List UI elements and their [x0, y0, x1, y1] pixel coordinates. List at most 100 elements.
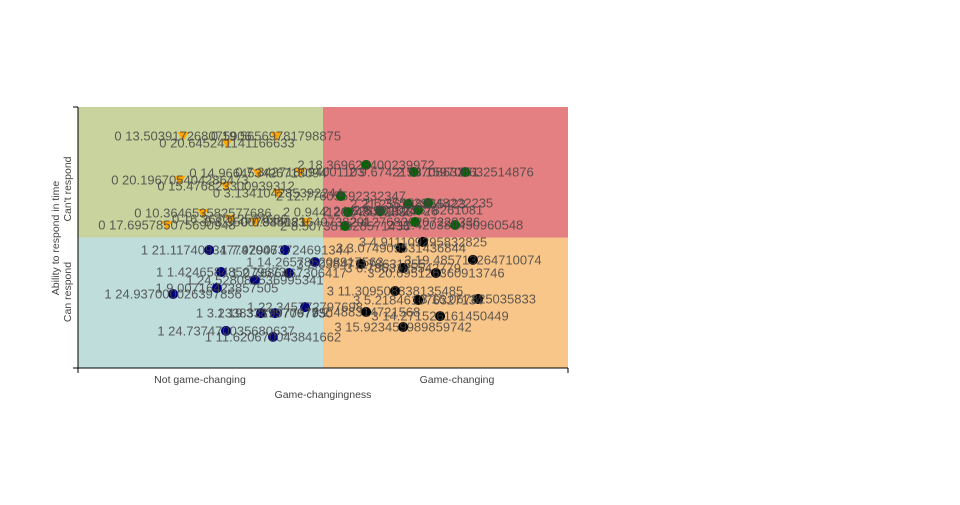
scatter-markers — [161, 132, 484, 342]
scatter-marker-2-0 — [361, 159, 372, 170]
x-tick-label-game-changing: Game-changing — [420, 374, 495, 386]
scatter-marker-2-10 — [340, 221, 351, 231]
scatter-point-label-2-3: 2 12.77605592332347 — [276, 189, 406, 204]
scatter-marker-3-7 — [413, 295, 424, 305]
y-axis-title: Ability to respond in time — [50, 181, 62, 296]
x-axis: Not game-changing Game-changing Game-cha… — [77, 367, 569, 401]
scatter-marker-0-9 — [224, 215, 236, 225]
x-tick-label-not-game-changing: Not game-changing — [154, 374, 246, 386]
scatter-point-label-2-1: 2 9.674215970863251 — [349, 165, 479, 180]
scatter-marker-1-11 — [221, 325, 231, 336]
scatter-point-label-3-10: 3 14.271526161450449 — [371, 309, 508, 324]
scatter-marker-0-4 — [294, 168, 306, 178]
scatter-marker-0-1 — [270, 132, 282, 142]
scatter-point-label-2-6: 2 24.525582524726 — [322, 204, 438, 219]
quadrant-backgrounds — [78, 107, 568, 368]
scatter-marker-2-3 — [335, 191, 346, 201]
y-axis: Can't respond Can respond Ability to res… — [50, 106, 79, 369]
scatter-point-label-0-3: 0 14.966453426718094 — [189, 166, 326, 181]
scatter-marker-1-10 — [270, 308, 280, 319]
scatter-marker-0-5 — [174, 175, 186, 186]
scatter-point-label-1-5: 1 24.528082536995341 — [186, 273, 323, 288]
scatter-point-label-1-11: 1 24.737470035680637 — [157, 323, 294, 338]
scatter-point-label-3-8: 3 16.067825035833 — [420, 292, 536, 307]
quadrant-top-right — [323, 107, 568, 238]
scatter-point-label-2-8: 2 8.891025578261081 — [353, 203, 483, 218]
scatter-point-label-2-0: 2 18.369623400239972 — [297, 157, 434, 172]
scatter-marker-1-6 — [211, 283, 222, 293]
quadrant-bottom-left — [78, 237, 323, 368]
scatter-point-label-3-7: 3 5.218461076327134 — [353, 293, 483, 308]
scatter-point-label-3-0: 3 4.911109295832825 — [359, 234, 487, 249]
scatter-marker-3-0 — [418, 236, 428, 247]
scatter-point-label-0-11: 0 8.35007835083 — [204, 215, 305, 230]
scatter-point-label-1-12: 1 11.620670043841662 — [205, 329, 341, 344]
scatter-marker-0-11 — [249, 218, 261, 228]
scatter-marker-2-11 — [450, 220, 461, 230]
scatter-marker-1-2 — [309, 257, 320, 267]
scatter-point-label-3-3: 3 2.038471178631355 — [296, 257, 425, 272]
scatter-marker-1-5 — [249, 275, 260, 285]
x-axis-title: Game-changingness — [275, 389, 372, 401]
scatter-marker-0-2 — [221, 139, 233, 149]
scatter-point-label-1-6: 1 9.00716423857505 — [155, 281, 278, 296]
scatter-point-label-1-8: 1 22.345772797698 — [247, 300, 363, 315]
scatter-point-label-1-1: 1 7.929073724691344 — [220, 243, 350, 258]
scatter-marker-1-7 — [168, 289, 179, 299]
scatter-point-label-0-2: 0 20.645241141166633 — [159, 136, 294, 151]
scatter-point-label-2-9: 2 4.276836207220336 — [350, 215, 480, 230]
scatter-point-label-0-0: 0 13.503917268075906 — [114, 129, 251, 144]
scatter-point-label-0-7: 0 3.134104285392244 — [213, 186, 343, 201]
y-tick-label-can-respond: Can respond — [62, 262, 74, 322]
scatter-point-label-0-5: 0 20.196705404286473 — [111, 172, 248, 187]
scatter-point-label-1-7: 1 24.937000026397856 — [104, 287, 241, 302]
scatter-marker-1-9 — [256, 308, 266, 319]
scatter-point-label-1-3: 1 1.424658485079673 — [156, 265, 286, 280]
scatter-marker-2-5 — [423, 198, 434, 208]
quadrant-bottom-right — [323, 237, 568, 368]
scatter-point-label-0-8: 0 10.364653582577686 — [134, 206, 271, 221]
scatter-marker-0-12 — [300, 218, 312, 228]
scatter-marker-2-8 — [413, 205, 424, 215]
quadrant-top-left — [78, 107, 323, 238]
scatter-marker-3-10 — [435, 311, 446, 322]
scatter-point-label-1-10: 1 19.378797067730 — [217, 306, 333, 321]
scatter-marker-1-3 — [216, 267, 227, 277]
scatter-marker-0-8 — [197, 209, 209, 219]
scatter-marker-0-6 — [220, 182, 232, 192]
scatter-point-label-2-4: 2 21.256248255423 — [350, 197, 466, 212]
scatter-marker-2-2 — [460, 167, 471, 177]
scatter-marker-3-5 — [430, 268, 441, 278]
scatter-point-label-0-4: 0 7.342718094001103 — [235, 165, 364, 180]
scatter-marker-2-6 — [375, 206, 386, 216]
scatter-point-label-3-6: 3 11.309508838135485 — [327, 284, 463, 299]
scatter-marker-3-3 — [356, 259, 366, 269]
scatter-marker-3-8 — [473, 294, 484, 304]
scatter-point-label-3-5: 3 20.695126360913746 — [367, 266, 504, 281]
scatter-marker-3-2 — [467, 254, 478, 265]
scatter-marker-3-11 — [398, 322, 409, 332]
scatter-marker-1-1 — [280, 245, 290, 255]
scatter-marker-1-0 — [204, 245, 215, 255]
scatter-marker-3-9 — [361, 307, 372, 317]
scatter-point-label-2-10: 2 8.507387328571436 — [280, 219, 410, 234]
scatter-point-label-1-9: 1 3.233833199779795 — [196, 306, 326, 321]
scatter-point-label-0-9: 0 16.367012577686 — [172, 212, 288, 227]
scatter-marker-2-9 — [410, 217, 421, 227]
scatter-point-label-3-2: 3 19.485713264710074 — [404, 252, 541, 267]
scatter-marker-3-6 — [390, 286, 400, 296]
scatter-marker-0-3 — [252, 169, 264, 179]
scatter-marker-2-1 — [408, 167, 419, 177]
scatter-point-label-2-11: 2 11.420389450960548 — [387, 218, 523, 233]
scatter-point-label-1-2: 1 14.265785208917563 — [246, 255, 383, 270]
scatter-point-label-0-1: 0 19.56569781798875 — [211, 129, 341, 144]
scatter-marker-3-4 — [398, 263, 409, 273]
scatter-point-label-3-9: 3 2.488314721568 — [312, 305, 420, 320]
scatter-point-label-2-5: 2 6.355529048222235 — [363, 196, 493, 211]
scatter-marker-1-12 — [268, 331, 278, 342]
scatter-marker-1-8 — [300, 302, 311, 313]
scatter-marker-1-4 — [283, 268, 294, 278]
scatter-point-label-1-4: 1 2.7686467306417 — [231, 266, 347, 281]
